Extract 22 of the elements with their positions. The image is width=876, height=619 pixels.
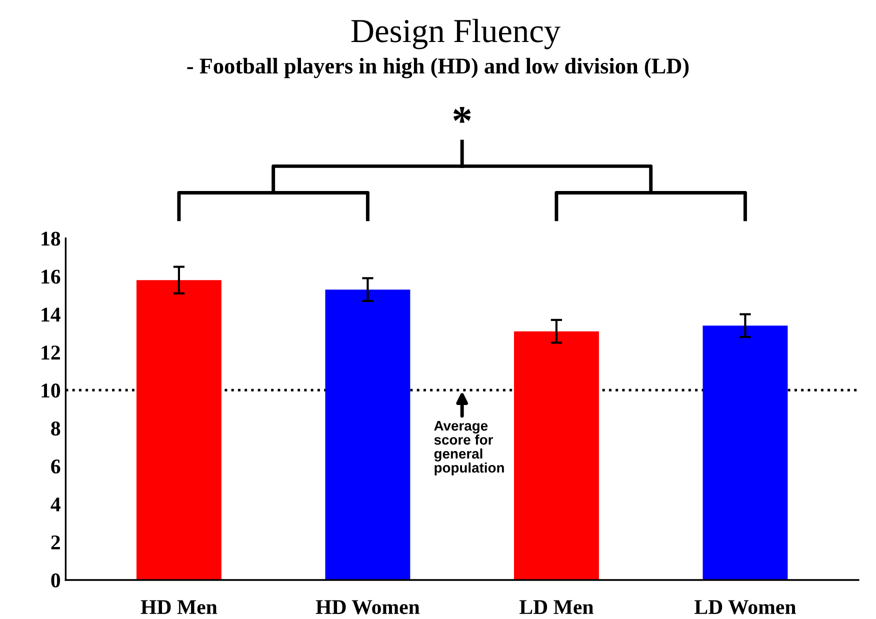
y-tick-label: 6 [51,460,60,474]
x-tick-label: LD Men [520,600,594,614]
y-tick-label: 8 [51,422,60,436]
bar [136,280,222,580]
x-tick-label: LD Women [694,600,796,614]
bar [514,331,599,580]
y-tick-label: 2 [51,535,60,550]
bar [325,290,410,580]
y-tick-label: 0 [51,573,60,588]
y-tick-label: 4 [50,498,60,512]
x-tick-label: HD Men [140,600,218,614]
y-tick-label: 18 [42,232,60,246]
y-tick-label: 14 [42,308,60,322]
chart-subtitle: - Football players in high (HD) and low division (LD) [187,58,689,78]
y-tick-label: 16 [42,270,60,284]
text: * [453,107,471,123]
y-tick-label: 10 [42,384,60,398]
y-tick-label: 12 [42,346,60,360]
chart-title: Design Fluency [351,18,560,50]
legend-label: Average score for general population [434,421,504,476]
bar [702,326,788,580]
x-tick-label: HD Women [316,600,420,614]
